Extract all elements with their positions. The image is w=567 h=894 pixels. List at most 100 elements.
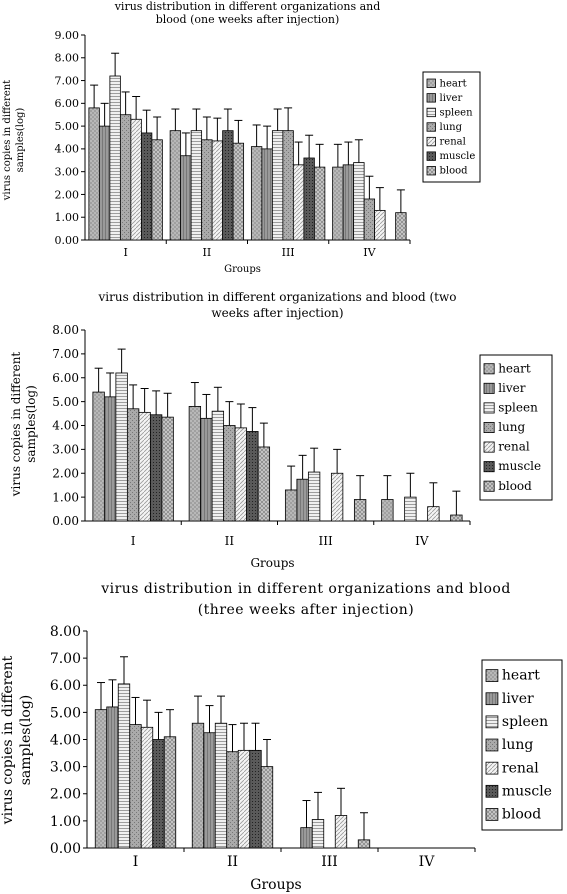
chart-title-line: virus distribution in different organiza… [98,290,457,304]
y-tick-label: 3.00 [50,760,81,776]
y-tick-label: 6.00 [55,97,80,110]
y-axis-label: virus copies in different [0,655,16,825]
bar-lung [363,198,376,241]
bar-muscle [222,130,234,241]
bar-renal [292,164,305,241]
bar-blood [163,736,177,849]
bar-lung [119,114,132,241]
bar-renal [138,411,151,522]
bar-lung [226,751,239,849]
y-tick-label: 2.00 [55,188,80,201]
x-tick-label: IV [419,854,436,870]
legend-label-liver: liver [498,381,526,395]
legend-swatch-liver [483,382,495,394]
bar-liver [261,148,273,241]
bar-muscle [140,132,153,241]
bar-liver [200,417,213,522]
legend-swatch-blood [426,166,436,176]
bar-blood [450,514,463,522]
y-axis-label: samples(log) [18,695,34,786]
legend-label-spleen: spleen [440,107,474,118]
legend-label-blood: blood [498,479,532,493]
bar-heart [250,146,263,241]
bar-liver [98,125,111,241]
legend-swatch-renal [483,441,495,453]
chart-title-line: virus distribution in different organiza… [114,0,381,13]
y-tick-label: 0.00 [52,514,79,528]
x-axis-label: Groups [250,556,294,570]
legend-label-spleen: spleen [498,400,538,414]
bar-spleen [211,410,225,522]
bar-renal [427,506,440,522]
legend-label-renal: renal [440,137,466,148]
y-tick-label: 4.00 [52,419,79,433]
legend-swatch-spleen [426,107,436,118]
bar-liver [342,164,355,241]
bar-spleen [109,75,121,241]
bar-renal [330,472,344,522]
bar-blood [357,839,371,849]
legend-label-lung: lung [498,420,525,434]
legend-label-muscle: muscle [440,151,476,162]
bar-heart [169,130,182,241]
bar-heart [92,391,105,522]
bar-heart [88,107,100,241]
legend-label-muscle: muscle [502,783,552,799]
bar-blood [395,212,407,241]
legend: heart liver spleen lung renal muscle blood [479,354,553,501]
bar-spleen [353,162,365,241]
legend-label-blood: blood [502,807,541,823]
legend-swatch-liver [426,93,436,103]
legend-box [479,354,553,501]
legend-label-renal: renal [502,760,539,776]
bar-liver [103,396,117,522]
bar-spleen [115,372,128,522]
y-tick-label: 8.00 [50,624,81,640]
legend-swatch-lung [426,122,436,132]
y-tick-label: 4.00 [50,732,81,748]
bar-blood [257,446,271,522]
bar-muscle [249,749,262,849]
y-tick-label: 8.00 [52,323,79,337]
chart-3: virus distribution in different organiza… [0,581,563,893]
legend-label-liver: liver [502,691,534,707]
x-tick-label: II [203,246,212,259]
legend-label-liver: liver [440,93,463,104]
chart-1: virus distribution in different organiza… [2,0,481,275]
bar-spleen [190,130,203,241]
y-tick-label: 3.00 [52,443,79,457]
y-tick-label: 9.00 [55,29,80,42]
legend-swatch-muscle [426,151,436,161]
bar-muscle [149,414,163,522]
bar-renal [237,749,251,849]
x-tick-label: I [123,246,127,259]
x-tick-label: III [321,854,338,870]
y-tick-label: 6.00 [50,678,81,694]
x-tick-label: IV [363,246,376,259]
y-tick-label: 2.00 [50,787,81,803]
legend-swatch-blood [483,480,495,492]
legend-label-muscle: muscle [498,459,541,473]
legend-swatch-heart [483,363,495,375]
bar-liver [180,155,192,241]
legend-label-spleen: spleen [502,714,548,730]
bar-spleen [404,496,417,522]
bar-lung [282,130,294,241]
chart-2: virus distribution in different organiza… [9,290,553,570]
y-tick-label: 2.00 [52,466,79,480]
y-tick-label: 0.00 [55,234,80,247]
bar-lung [129,724,142,849]
bar-heart [191,722,205,849]
x-tick-label: I [131,534,136,548]
bar-liver [106,706,119,849]
bar-renal [334,815,348,849]
legend-swatch-renal [485,761,499,775]
bar-blood [151,139,163,241]
y-tick-label: 5.00 [50,705,81,721]
bar-lung [201,139,213,241]
bar-spleen [117,683,131,849]
bar-spleen [271,130,284,241]
bar-lung [223,425,236,522]
y-tick-label: 7.00 [52,347,79,361]
bar-liver [296,478,309,522]
